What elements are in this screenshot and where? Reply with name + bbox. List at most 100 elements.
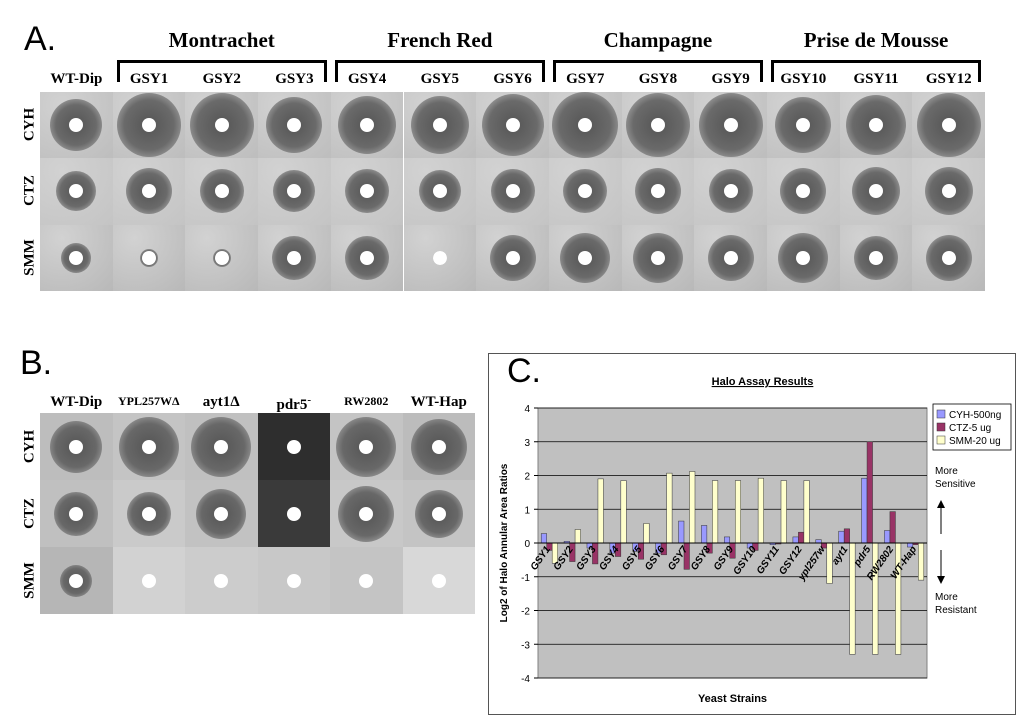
disc xyxy=(941,250,956,265)
plate-cell xyxy=(40,547,113,614)
group-label: Champagne xyxy=(603,28,713,52)
bar xyxy=(843,528,850,544)
disc xyxy=(650,250,665,265)
plate-cell xyxy=(839,92,913,159)
legend-swatch xyxy=(936,409,946,419)
plate-cell xyxy=(476,224,549,291)
disc xyxy=(869,118,884,133)
bar xyxy=(838,530,845,544)
disc xyxy=(359,573,374,588)
legend-swatch xyxy=(936,435,946,445)
bar xyxy=(540,533,547,544)
strain-label: GSY12 xyxy=(925,71,972,87)
strain-label: GSY5 xyxy=(420,71,460,87)
strain-label: GSY3 xyxy=(275,71,314,87)
group-label: French Red xyxy=(387,28,493,52)
disc xyxy=(142,118,157,133)
plate-cell xyxy=(330,413,403,480)
group-bracket xyxy=(552,60,763,82)
plate-cell xyxy=(185,480,258,547)
plate-cell xyxy=(767,158,840,225)
bar xyxy=(724,536,731,544)
plate-cell xyxy=(403,224,477,291)
disc xyxy=(214,250,229,265)
bar xyxy=(643,523,650,544)
disc xyxy=(141,439,156,454)
disc xyxy=(69,118,84,133)
bar xyxy=(918,542,925,581)
disc xyxy=(941,184,956,199)
bar xyxy=(597,478,604,544)
plate-cell xyxy=(185,547,258,614)
group-bracket xyxy=(771,60,982,82)
bar xyxy=(757,477,764,544)
disc xyxy=(578,118,593,133)
disc xyxy=(723,184,738,199)
plate-cell xyxy=(621,224,695,291)
row-label: CTZ xyxy=(21,497,38,529)
disc xyxy=(141,506,156,521)
disc xyxy=(796,184,811,199)
disc xyxy=(869,184,884,199)
disc xyxy=(505,250,520,265)
strain-label: GSY8 xyxy=(638,71,678,87)
y-axis-label: Log2 of Halo Annular Area Ratios xyxy=(499,463,510,622)
y-tick-label: 2 xyxy=(524,472,530,483)
chart-title: Halo Assay Results xyxy=(712,376,814,388)
legend-label: CTZ-5 ug xyxy=(949,423,991,434)
y-tick-label: -1 xyxy=(521,573,530,584)
panel-c-letter: C. xyxy=(507,352,541,390)
disc xyxy=(360,250,375,265)
disc xyxy=(214,118,229,133)
row-label: CYH xyxy=(21,429,38,463)
strain-label: pdr5- xyxy=(258,394,331,414)
plate-cell xyxy=(258,158,331,225)
strain-label: GSY4 xyxy=(347,71,387,87)
disc xyxy=(796,118,811,133)
halo-assay-chart: C. Halo Assay Results -4 -3 -2 -1 0 1 2 3 4 GSY1 GS… xyxy=(488,352,1016,715)
disc xyxy=(142,184,157,199)
disc xyxy=(431,439,446,454)
panel-a-letter: A. xyxy=(24,20,57,58)
bar xyxy=(666,472,673,544)
y-tick-label: -2 xyxy=(521,607,530,618)
disc xyxy=(360,118,375,133)
disc xyxy=(142,250,157,265)
y-tick-label: -3 xyxy=(521,640,530,651)
disc xyxy=(287,118,302,133)
arrow-down-head xyxy=(937,576,945,584)
strain-label: YPL257WΔ xyxy=(113,394,186,409)
plate-cell xyxy=(40,158,113,225)
disc xyxy=(359,506,374,521)
strain-label-text: YPL257WΔ xyxy=(117,394,180,408)
plate-cell xyxy=(548,158,622,225)
strain-label: WT-Dip xyxy=(40,394,113,411)
plate-cell xyxy=(330,92,404,159)
x-axis-label: Yeast Strains xyxy=(698,693,767,705)
group-bracket xyxy=(334,60,545,82)
plate-cell xyxy=(548,92,622,159)
disc xyxy=(432,118,447,133)
disc xyxy=(578,250,593,265)
plate-cell xyxy=(330,158,404,225)
chart-svg: Halo Assay Results-4-3-2-101234GSY1GSY2G… xyxy=(499,376,1012,705)
y-tick-label: 1 xyxy=(524,505,530,516)
bar xyxy=(803,480,810,544)
bar xyxy=(826,542,833,584)
disc xyxy=(287,184,302,199)
disc xyxy=(578,184,593,199)
row-label: SMM xyxy=(21,238,38,276)
plate-cell xyxy=(112,480,185,547)
disc xyxy=(359,439,374,454)
group-bracket xyxy=(116,60,327,82)
plate-cell xyxy=(112,158,186,225)
plate-cell xyxy=(621,158,695,225)
bar xyxy=(798,531,805,544)
bar xyxy=(620,480,627,544)
strain-label: RW2802 xyxy=(330,394,403,409)
plate-cell xyxy=(112,413,185,480)
plate-cell xyxy=(112,92,186,159)
disc xyxy=(432,184,447,199)
y-tick-label: 4 xyxy=(524,404,530,415)
disc xyxy=(214,439,229,454)
